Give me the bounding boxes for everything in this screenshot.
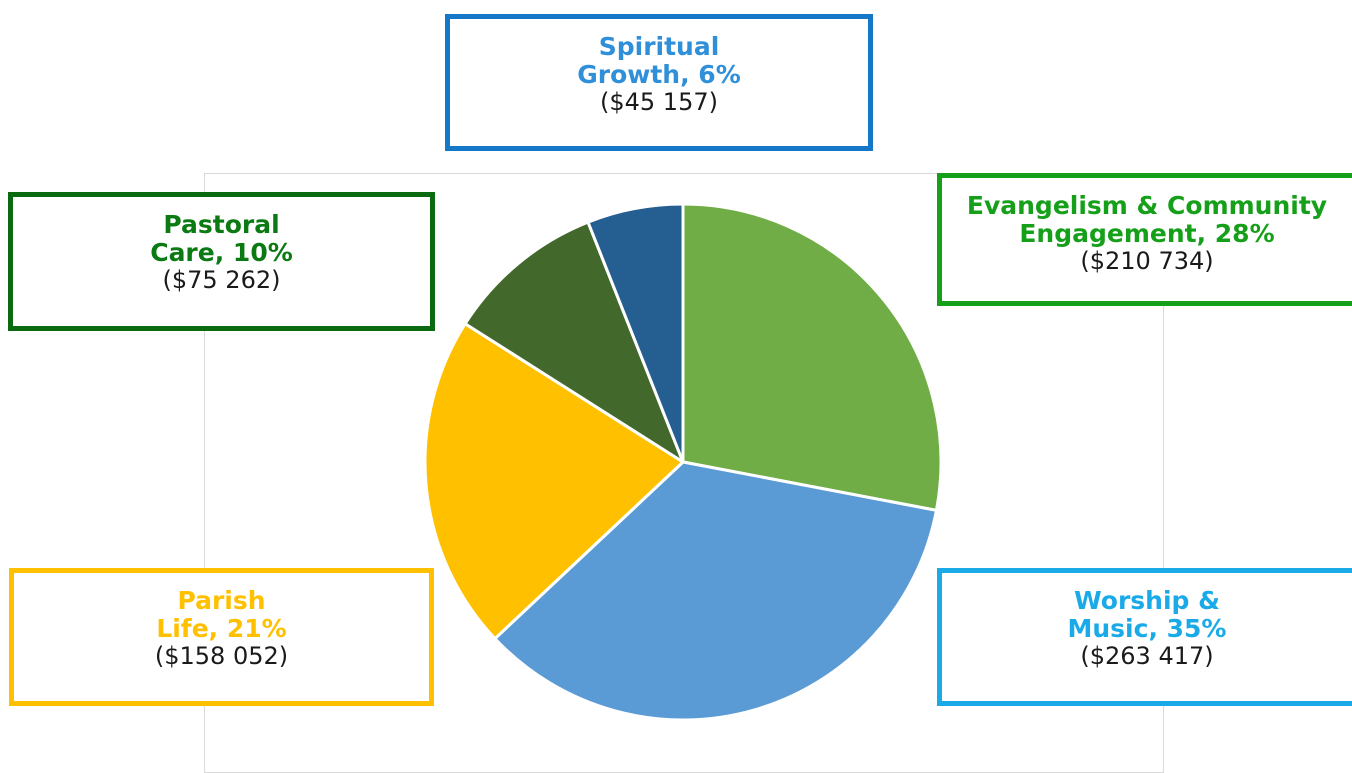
slice-label-pastoral-care: Pastoral Care, 10% <box>13 210 430 267</box>
callout-pastoral-care: Pastoral Care, 10% ($75 262) <box>8 192 435 331</box>
slice-label-parish-life: Parish Life, 21% <box>14 586 429 643</box>
pie-chart <box>423 202 943 722</box>
slice-label-line1: Parish <box>177 586 266 615</box>
slice-label-line2: Engagement, 28% <box>1019 219 1275 248</box>
callout-evangelism: Evangelism & Community Engagement, 28% (… <box>937 173 1352 306</box>
slice-label-spiritual-growth: Spiritual Growth, 6% <box>450 32 868 89</box>
callout-worship: Worship & Music, 35% ($263 417) <box>937 568 1352 706</box>
pie-slice-worship <box>493 460 938 722</box>
slice-label-line2: Care, 10% <box>150 238 293 267</box>
slice-label-line1: Spiritual <box>598 32 720 61</box>
slice-label-line2: Music, 35% <box>1067 614 1227 643</box>
slice-label-line2: Life, 21% <box>156 614 287 643</box>
callout-spiritual-growth: Spiritual Growth, 6% ($45 157) <box>445 14 873 151</box>
slice-label-worship: Worship & Music, 35% <box>942 586 1352 643</box>
pie-slice-pastoral-care <box>463 220 685 464</box>
slice-label-evangelism: Evangelism & Community Engagement, 28% <box>942 191 1352 248</box>
pie-slice-spiritual-growth <box>586 202 685 464</box>
pie-slice-evangelism <box>681 202 943 512</box>
pie-slice-parish-life <box>423 322 685 641</box>
slice-amount-worship: ($263 417) <box>1080 642 1214 670</box>
slice-amount-evangelism: ($210 734) <box>1080 247 1214 275</box>
slice-label-line1: Evangelism & Community <box>966 191 1328 220</box>
slice-label-line1: Worship & <box>1074 586 1220 615</box>
callout-parish-life: Parish Life, 21% ($158 052) <box>9 568 434 706</box>
slice-amount-spiritual-growth: ($45 157) <box>600 88 718 116</box>
slice-amount-pastoral-care: ($75 262) <box>162 266 281 294</box>
slice-amount-parish-life: ($158 052) <box>154 642 289 670</box>
slice-label-line2: Growth, 6% <box>577 60 741 89</box>
slice-label-line1: Pastoral <box>163 210 280 239</box>
